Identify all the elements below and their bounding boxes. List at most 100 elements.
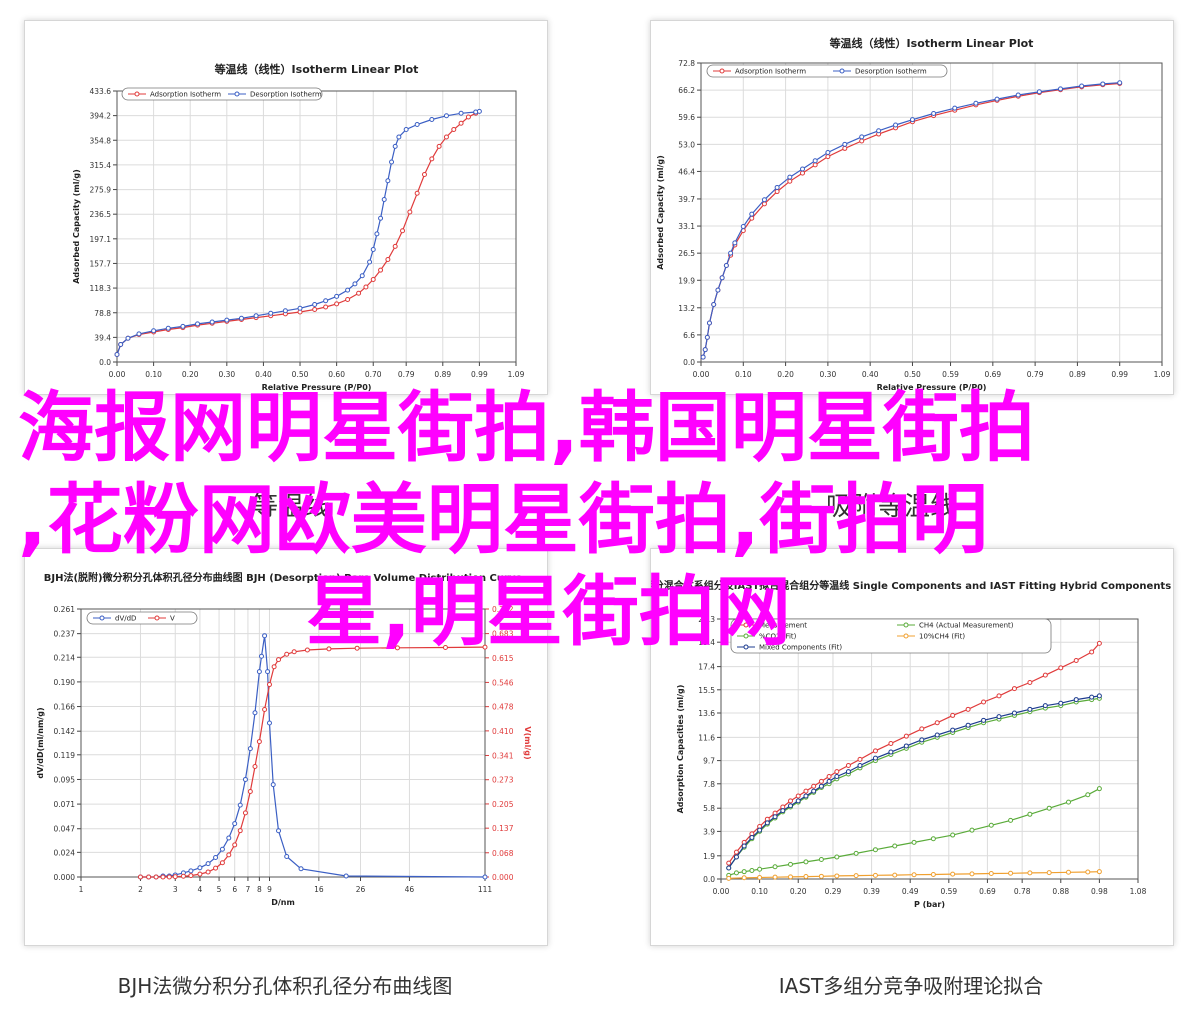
legend-swatch-marker [154,615,160,621]
x-tick-label: 8 [257,885,262,894]
y-tick-label: 39.4 [94,333,111,342]
data-point-0 [414,190,420,196]
data-point-4 [803,793,809,799]
y-tick-label: 0.024 [54,848,76,857]
x-tick-label: 7 [246,885,251,894]
legend-swatch-marker [743,622,749,628]
data-point-1 [757,866,763,872]
y-tick-label: 15.5 [698,686,715,695]
data-point-1 [354,645,360,651]
x-axis-label: Relative Pressure (P/P0) [262,383,372,392]
data-point-0 [256,669,262,675]
data-point-1 [209,319,215,325]
data-point-1 [952,105,958,111]
data-point-4 [741,843,747,849]
legend-swatch-marker [719,68,725,74]
data-point-1 [732,240,738,246]
data-point-3 [772,874,778,880]
data-point-1 [268,310,274,316]
x-tick-label: 0.20 [777,370,794,379]
isotherm-linear-chart-right: 等温线（线性）Isotherm Linear Plot 0.00 0.10 0.20 0… [656,36,1171,392]
plot-frame [700,62,1163,363]
legend-box [730,618,1052,654]
data-point-1 [988,822,994,828]
data-point-1 [266,682,272,688]
data-point-1 [733,870,739,876]
data-point-1 [323,298,329,304]
data-point-4 [818,783,824,789]
data-point-1 [205,869,211,875]
data-point-1 [853,850,859,856]
y-tick-label: 0.000 [54,873,76,882]
data-point-0 [996,693,1002,699]
legend-swatch-marker [134,91,140,97]
y-tick-label: 46.4 [678,167,695,176]
x-tick-label: 0.49 [902,887,919,896]
y2-tick-label: 0.205 [492,800,514,809]
data-point-4 [872,755,878,761]
y-tick-label: 6.6 [683,331,695,340]
data-point-0 [818,778,824,784]
x-tick-label: 0.10 [751,887,768,896]
data-point-1 [197,871,203,877]
x-axis-label: D/nm [271,898,295,907]
data-point-0 [298,866,304,872]
y2-tick-label: 0.068 [492,849,514,858]
data-point-0 [378,267,384,273]
data-point-1 [392,143,398,149]
data-point-0 [482,874,488,880]
data-point-4 [1073,697,1079,703]
data-point-0 [934,720,940,726]
x-tick-label: 0.70 [365,370,382,379]
x-tick-label: 0.69 [984,370,1001,379]
data-point-4 [1089,694,1095,700]
data-point-1 [403,127,409,132]
data-point-1 [238,315,244,321]
data-point-4 [888,749,894,755]
data-point-0 [903,733,909,739]
data-point-1 [728,250,734,256]
legend-label: dV/dD [115,615,136,623]
data-point-1 [256,739,262,745]
x-tick-label: 0.60 [328,370,345,379]
data-point-1 [969,827,975,833]
y2-tick-label: 0.341 [492,751,514,760]
data-point-3 [741,875,747,881]
legend-box [86,611,198,625]
y-tick-label: 0.261 [54,605,76,614]
data-point-0 [803,788,809,794]
chart-panel-isotherm-right: 等温线（线性）Isotherm Linear Plot 0.00 0.10 0.20 0… [650,20,1174,395]
y-tick-label: 66.2 [678,86,695,95]
x-tick-label: 1.09 [1154,370,1171,379]
data-point-1 [284,651,290,657]
data-point-0 [429,156,435,162]
data-point-1 [859,134,865,140]
data-point-1 [247,788,253,794]
data-point-0 [981,699,987,705]
data-point-1 [334,293,340,299]
y-tick-label: 3.9 [703,827,715,836]
y-tick-label: 78.8 [94,309,111,318]
data-point-1 [253,313,259,319]
data-point-1 [370,247,376,252]
data-point-1 [442,644,448,650]
data-point-1 [761,197,767,203]
x-axis-label: Relative Pressure (P/P0) [877,383,987,392]
y-tick-label: 1.9 [703,852,715,861]
data-point-1 [151,328,157,334]
iast-fitting-chart: 多组分混合体系组分及IAST拟合混合组分等温线 Single Component… [651,579,1173,909]
data-point-0 [788,798,793,804]
y-tick-label: 13.2 [678,304,695,313]
data-point-1 [704,334,710,340]
x-tick-label: 0.00 [693,370,710,379]
legend-label: %CO2 (Fit) [759,633,797,641]
data-point-1 [232,842,238,848]
y-tick-label: 0.0 [703,875,715,884]
legend-swatch-marker [839,68,845,74]
data-point-1 [224,317,230,323]
data-point-1 [1100,81,1106,87]
x-tick-label: 0.78 [1014,887,1031,896]
data-point-0 [232,821,238,827]
data-point-0 [1042,672,1048,678]
y-tick-label: 5.8 [703,804,715,813]
